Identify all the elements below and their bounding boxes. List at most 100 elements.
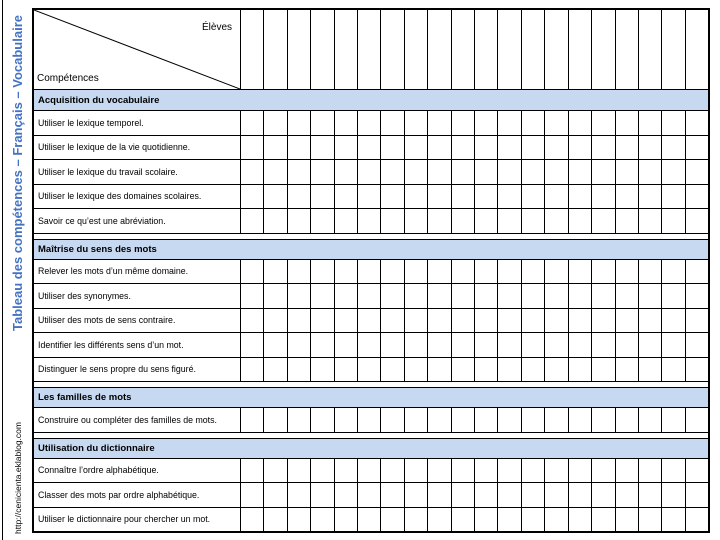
mark-cell — [639, 284, 663, 308]
mark-cell — [686, 136, 708, 160]
mark-cell — [311, 458, 335, 482]
mark-cell — [264, 209, 288, 233]
student-name-cell — [569, 10, 593, 89]
mark-cell — [498, 184, 522, 208]
mark-cell — [639, 308, 663, 332]
mark-cell — [662, 333, 686, 357]
mark-cell — [428, 111, 452, 135]
mark-cell — [335, 357, 359, 381]
mark-cell — [522, 357, 546, 381]
mark-cell — [241, 135, 265, 159]
mark-cell — [592, 259, 616, 283]
mark-cell — [335, 184, 359, 208]
mark-cell — [522, 209, 546, 233]
mark-cell — [335, 333, 359, 357]
mark-cell — [569, 333, 593, 357]
mark-cell — [475, 333, 499, 357]
mark-cell — [545, 458, 569, 482]
mark-cell — [498, 357, 522, 381]
mark-cell — [522, 111, 546, 135]
mark-cell — [616, 111, 639, 135]
mark-cell — [475, 408, 499, 432]
mark-cell — [616, 408, 639, 432]
mark-cell — [311, 160, 335, 184]
competency-label: Utiliser des mots de sens contraire. — [34, 308, 241, 332]
mark-cell — [662, 135, 686, 159]
mark-cell — [311, 357, 335, 381]
mark-cell — [662, 308, 686, 332]
mark-cell — [358, 458, 382, 482]
mark-cell — [475, 259, 499, 283]
mark-cell — [662, 507, 686, 531]
corner-cell: Élèves Compétences — [34, 10, 241, 89]
diagonal-line — [34, 10, 240, 89]
mark-cell — [381, 284, 405, 308]
mark-cell — [616, 135, 639, 159]
mark-cell — [288, 333, 312, 357]
mark-cell — [311, 259, 335, 283]
source-url[interactable]: http://cenicienta.eklablog.com — [13, 422, 23, 534]
mark-cell — [241, 357, 265, 381]
mark-cell — [569, 507, 593, 531]
competency-label: Utiliser des synonymes. — [34, 284, 241, 308]
mark-cell — [616, 308, 639, 332]
mark-cell — [662, 184, 686, 208]
mark-cell — [264, 333, 288, 357]
mark-cell — [405, 184, 429, 208]
student-name-cell — [241, 10, 265, 89]
mark-cell — [662, 111, 686, 135]
mark-cell — [264, 357, 288, 381]
mark-cell — [428, 160, 452, 184]
mark-cell — [475, 483, 499, 507]
mark-cell — [452, 333, 476, 357]
mark-cell — [452, 357, 476, 381]
competency-row: Relever les mots d’un même domaine. — [34, 259, 708, 284]
mark-cell — [264, 111, 288, 135]
section-header: Les familles de mots — [34, 387, 708, 408]
mark-cell — [335, 135, 359, 159]
mark-cell — [662, 284, 686, 308]
mark-cell — [592, 135, 616, 159]
mark-cells — [241, 209, 708, 233]
section-header: Utilisation du dictionnaire — [34, 437, 708, 459]
mark-cell — [545, 184, 569, 208]
mark-cell — [241, 308, 265, 332]
mark-cell — [381, 333, 405, 357]
mark-cell — [475, 308, 499, 332]
mark-cell — [592, 408, 616, 432]
mark-cell — [639, 259, 663, 283]
mark-cell — [335, 209, 359, 233]
mark-cell — [522, 135, 546, 159]
student-name-cell — [311, 10, 335, 89]
mark-cell — [545, 357, 569, 381]
mark-cell — [522, 308, 546, 332]
mark-cell — [288, 184, 312, 208]
mark-cell — [452, 135, 476, 159]
mark-cell — [498, 408, 522, 432]
mark-cell — [452, 111, 476, 135]
student-name-cell — [639, 10, 663, 89]
mark-cell — [264, 507, 288, 531]
student-name-cell — [452, 10, 476, 89]
mark-cell — [475, 184, 499, 208]
student-name-cell — [592, 10, 616, 89]
mark-cell — [358, 333, 382, 357]
competency-row: Utiliser le lexique de la vie quotidienn… — [34, 135, 708, 160]
mark-cell — [498, 458, 522, 482]
mark-cell — [569, 357, 593, 381]
mark-cell — [335, 111, 359, 135]
mark-cell — [662, 209, 686, 233]
student-name-cell — [545, 10, 569, 89]
mark-cells — [241, 458, 708, 482]
competency-table: Élèves Compétences Acquisition du vocabu… — [32, 8, 710, 533]
mark-cell — [335, 408, 359, 432]
mark-cell — [616, 507, 639, 531]
mark-cell — [358, 111, 382, 135]
mark-cell — [452, 308, 476, 332]
mark-cell — [639, 507, 663, 531]
mark-cell — [381, 259, 405, 283]
mark-cell — [592, 209, 616, 233]
competency-row: Utiliser le lexique temporel. — [34, 111, 708, 136]
mark-cell — [428, 333, 452, 357]
mark-cell — [592, 333, 616, 357]
